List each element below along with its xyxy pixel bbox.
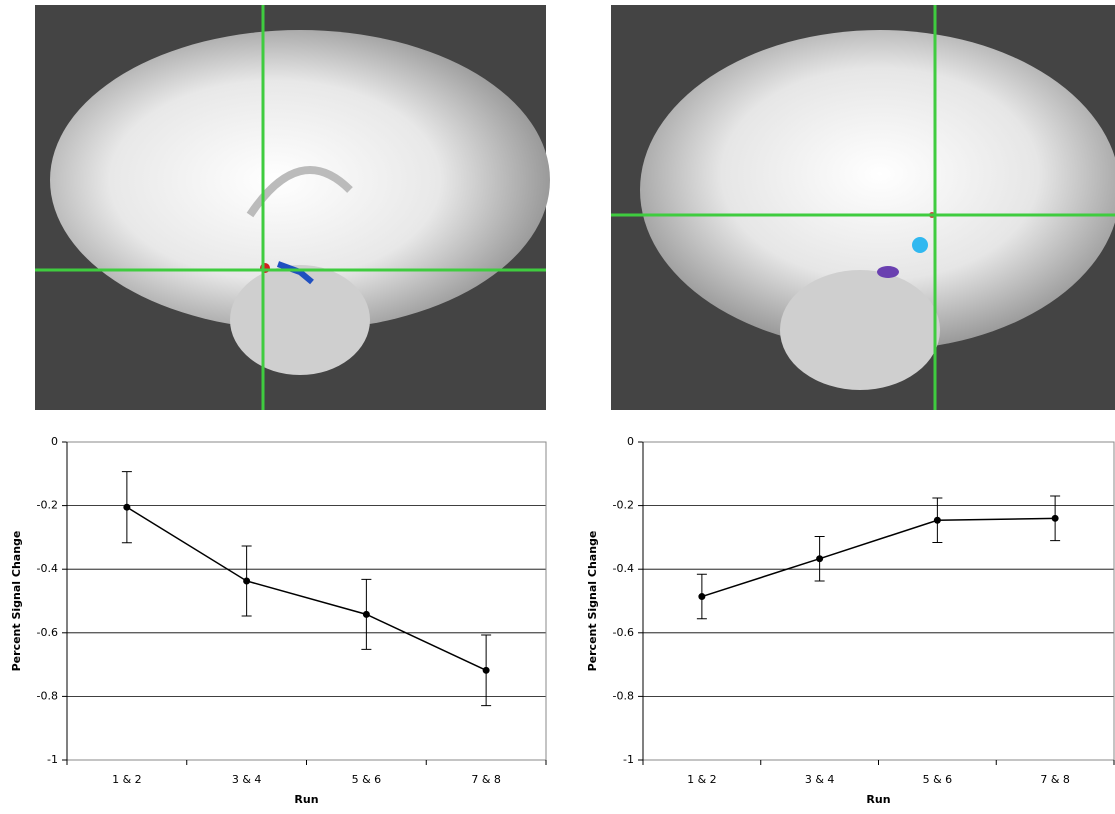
- data-point: [123, 504, 130, 511]
- x-tick-label: 7 & 8: [471, 773, 501, 786]
- data-point: [483, 667, 490, 674]
- y-tick-label: -0.8: [613, 689, 634, 702]
- y-tick-label: -0.2: [37, 499, 58, 512]
- x-tick-label: 3 & 4: [805, 773, 835, 786]
- data-point: [698, 593, 705, 600]
- data-point: [243, 577, 250, 584]
- data-point: [934, 517, 941, 524]
- figure: -1 -0.8 -0.6 -0.4 -0.2 0 1 & 2 3 & 4 5 & 6 7 & 8 R…: [0, 0, 1115, 814]
- data-point: [363, 611, 370, 618]
- plot-frame: [643, 442, 1114, 760]
- y-axis-title: Percent Signal Change: [586, 531, 599, 672]
- x-axis-title: Run: [866, 793, 890, 806]
- y-axis-title: Percent Signal Change: [10, 531, 23, 672]
- y-tick-label: -0.4: [613, 562, 634, 575]
- brain-image-left: [35, 5, 550, 410]
- y-tick-label: -0.8: [37, 689, 58, 702]
- y-tick-label: -0.2: [613, 499, 634, 512]
- x-tick-label: 1 & 2: [687, 773, 717, 786]
- y-tick-label: -0.6: [613, 626, 634, 639]
- y-tick-label: -1: [47, 753, 58, 766]
- page: -1 -0.8 -0.6 -0.4 -0.2 0 1 & 2 3 & 4 5 & 6 7 & 8 R…: [0, 0, 1115, 814]
- plot-frame: [67, 442, 546, 760]
- x-axis-title: Run: [294, 793, 318, 806]
- data-point: [816, 555, 823, 562]
- data-point: [1052, 515, 1059, 522]
- y-tick-label: 0: [627, 435, 634, 448]
- x-tick-label: 3 & 4: [232, 773, 262, 786]
- brain-image-right: [611, 5, 1115, 410]
- x-tick-label: 5 & 6: [923, 773, 953, 786]
- x-tick-label: 7 & 8: [1040, 773, 1070, 786]
- x-tick-label: 5 & 6: [352, 773, 382, 786]
- data-line: [702, 518, 1055, 596]
- data-line: [127, 507, 486, 670]
- y-tick-label: -1: [623, 753, 634, 766]
- y-tick-label: -0.6: [37, 626, 58, 639]
- y-tick-label: 0: [51, 435, 58, 448]
- x-tick-label: 1 & 2: [112, 773, 142, 786]
- y-tick-label: -0.4: [37, 562, 58, 575]
